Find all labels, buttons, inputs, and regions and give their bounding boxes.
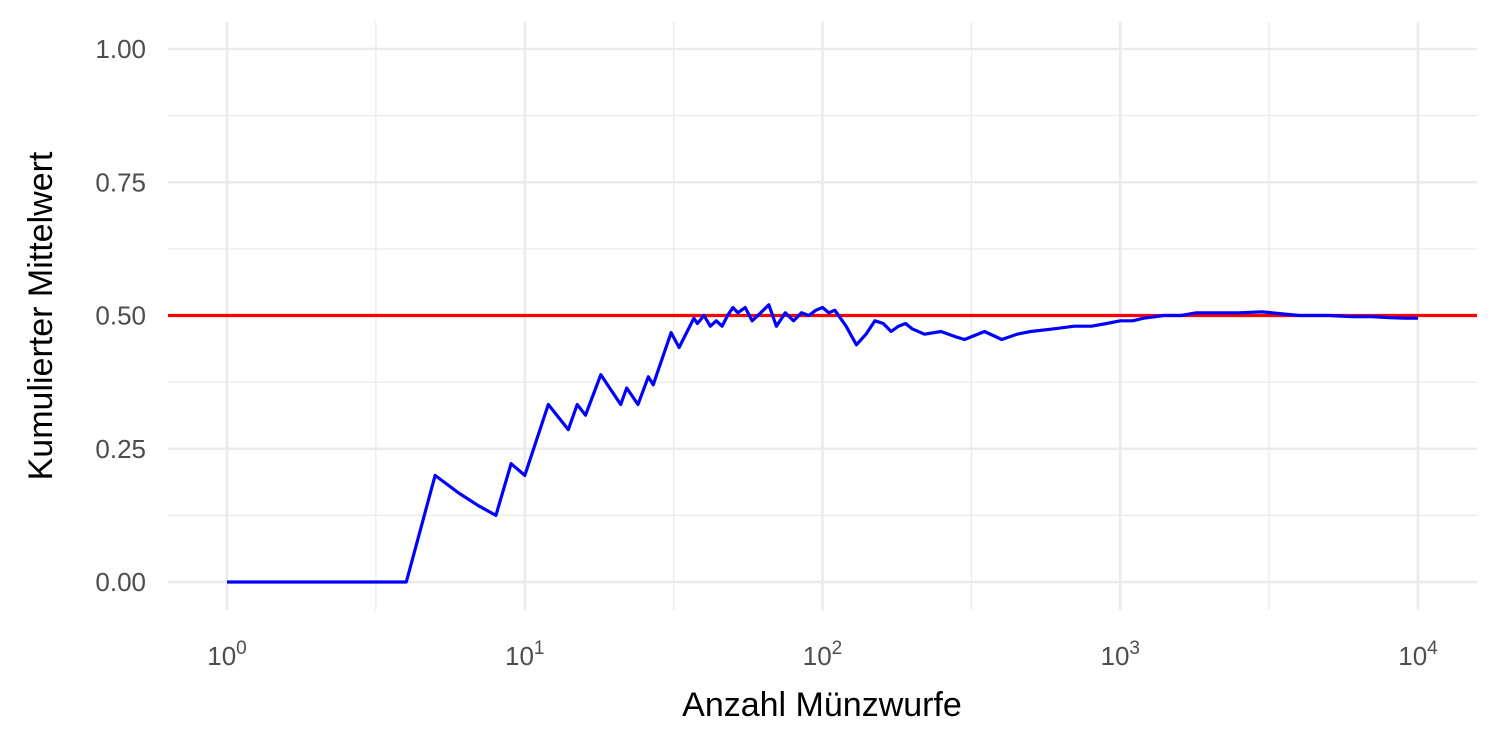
x-tick-labels: 100 101 102 103 104 <box>207 638 1438 671</box>
x-tick-label: 102 <box>803 638 843 671</box>
y-tick-label: 1.00 <box>95 34 146 64</box>
y-tick-label: 0.25 <box>95 434 146 464</box>
x-tick-label: 104 <box>1398 638 1438 671</box>
x-axis-title: Anzahl Münzwurfe <box>682 686 962 724</box>
y-tick-label: 0.00 <box>95 567 146 597</box>
series-layer <box>227 303 1418 584</box>
y-axis-title: Kumulierter Mittelwert <box>22 151 60 480</box>
x-tick-label: 100 <box>207 638 247 671</box>
y-tick-label: 0.75 <box>95 167 146 197</box>
x-tick-label: 103 <box>1101 638 1141 671</box>
y-tick-label: 0.50 <box>95 301 146 331</box>
x-tick-label: 101 <box>505 638 545 671</box>
series-line <box>227 303 1418 584</box>
y-tick-labels: 0.00 0.25 0.50 0.75 1.00 <box>95 34 146 597</box>
